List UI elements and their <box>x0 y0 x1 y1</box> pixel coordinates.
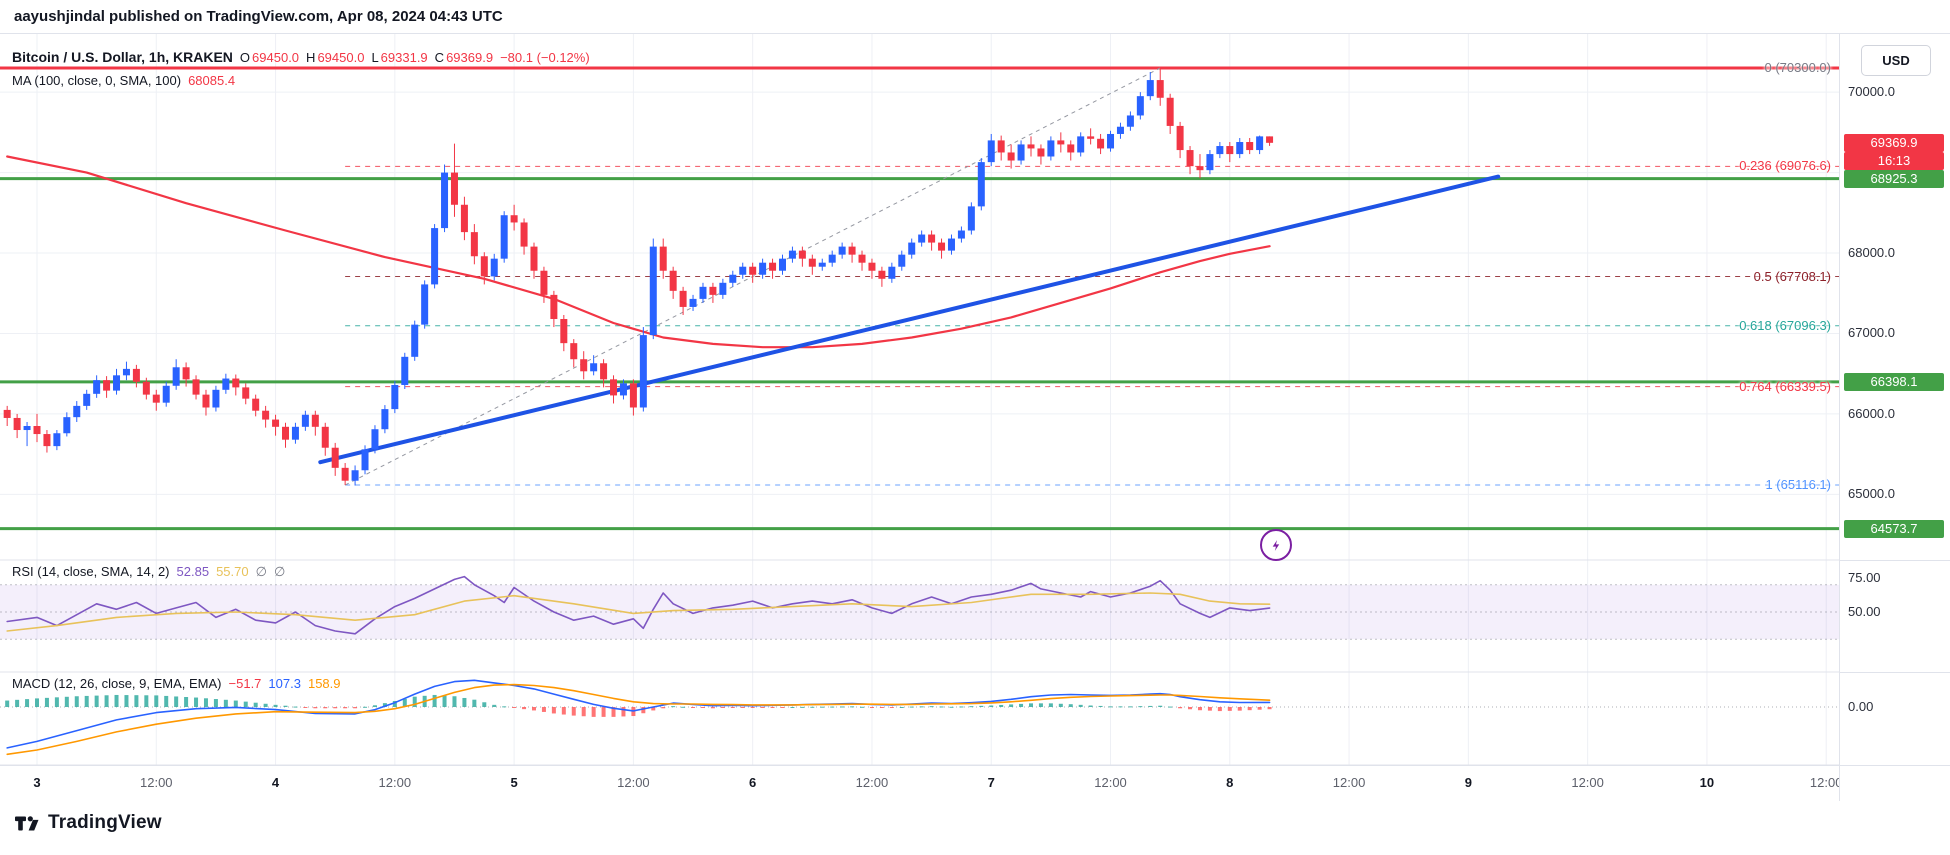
time-axis-label[interactable]: 12:00 <box>139 775 173 790</box>
rsi-scale-label: 50.00 <box>1848 604 1881 619</box>
pane-divider <box>1840 765 1950 766</box>
macd-indicator-label[interactable]: MACD (12, 26, close, 9, EMA, EMA) <box>12 676 222 691</box>
price-change: −80.1 (−0.12%) <box>500 50 590 65</box>
price-scale-label: 66000.0 <box>1848 405 1895 421</box>
price-scale-label: 65000.0 <box>1848 486 1895 502</box>
price-scale[interactable]: USD 70000.0 68000.0 67000.0 66000.0 65000.0 6… <box>1839 34 1950 801</box>
open-value: 69450.0 <box>252 50 300 65</box>
flash-icon[interactable] <box>1260 529 1292 561</box>
price-scale-label: 70000.0 <box>1848 84 1895 100</box>
time-axis-label[interactable]: 12:00 <box>617 775 650 790</box>
fib-level-label: 0.618 (67096.3) <box>1739 317 1831 333</box>
macd-scale-label: 0.00 <box>1848 699 1874 714</box>
ma-legend: MA (100, close, 0, SMA, 100) 68085.4 <box>12 73 235 88</box>
publish-text: aayushjindal published on TradingView.co… <box>14 8 503 25</box>
ma-indicator-label[interactable]: MA (100, close, 0, SMA, 100) <box>12 73 182 88</box>
lightning-bolt-icon <box>1272 539 1279 551</box>
tradingview-logo-icon <box>15 816 39 831</box>
time-axis-label[interactable]: 10 <box>1699 775 1715 790</box>
low-value: 69331.9 <box>380 50 428 65</box>
fib-level-label: 0 (70300.0) <box>1764 60 1832 75</box>
main-chart-svg[interactable] <box>0 34 1839 801</box>
time-axis-label[interactable]: 9 <box>1464 775 1472 790</box>
time-axis-label[interactable]: 12:00 <box>1094 775 1127 790</box>
time-axis-label[interactable]: 7 <box>987 775 995 790</box>
time-axis-label[interactable]: 5 <box>510 775 518 790</box>
macd-pane <box>0 679 1839 756</box>
macd-legend: MACD (12, 26, close, 9, EMA, EMA) −51.7 … <box>12 676 341 691</box>
time-axis-label[interactable]: 12:00 <box>1332 775 1366 790</box>
rsi-pane <box>0 575 1839 640</box>
tradingview-brand-text: TradingView <box>48 812 162 833</box>
time-axis[interactable]: 3 12:00 4 12:00 5 12:00 6 12:00 7 12:00 8 12:00 9 12:… <box>0 765 1842 802</box>
ohlc-low: L 69331.9 <box>371 50 427 65</box>
high-label: H <box>306 50 316 65</box>
fib-level-label: 1 (65116.1) <box>1765 477 1831 493</box>
tradingview-footer-logo[interactable]: TradingView <box>14 810 162 836</box>
ohlc-close: C 69369.9 <box>435 50 493 65</box>
rsi-value: 52.85 <box>176 564 210 579</box>
currency-toggle-button[interactable]: USD <box>1861 45 1931 76</box>
chart-legend: Bitcoin / U.S. Dollar, 1h, KRAKEN O 69450… <box>12 49 590 65</box>
close-label: C <box>434 50 445 65</box>
macd-signal-value: 158.9 <box>307 676 341 691</box>
symbol-title[interactable]: Bitcoin / U.S. Dollar, 1h, KRAKEN <box>12 49 233 65</box>
grid-layer <box>36 34 1827 765</box>
macd-line-value: 107.3 <box>268 676 301 691</box>
time-axis-label[interactable]: 3 <box>33 775 41 790</box>
rsi-empty-2: ∅ <box>273 564 286 579</box>
fib-level-label: 0.764 (66339.5) <box>1739 378 1831 394</box>
time-axis-label[interactable]: 12:00 <box>1571 775 1604 790</box>
chart-root: Bitcoin / U.S. Dollar, 1h, KRAKEN O 69450… <box>0 34 1950 855</box>
macd-hist-value: −51.7 <box>228 676 262 691</box>
price-badge: 66398.1 <box>1844 372 1944 391</box>
price-badge: 64573.7 <box>1844 519 1944 538</box>
ma-value: 68085.4 <box>188 73 236 88</box>
price-scale-label: 67000.0 <box>1848 325 1895 341</box>
time-axis-label[interactable]: 12:00 <box>378 775 412 790</box>
countdown-badge: 16:13 <box>1844 151 1944 170</box>
time-axis-label[interactable]: 4 <box>271 775 280 790</box>
ohlc-high: H 69450.0 <box>306 50 364 65</box>
price-scale-label: 68000.0 <box>1848 245 1895 261</box>
fib-level-label: 0.236 (69076.6) <box>1739 158 1831 174</box>
time-axis-label[interactable]: 8 <box>1226 775 1234 790</box>
pane-divider <box>1840 672 1950 673</box>
high-value: 69450.0 <box>317 50 365 65</box>
pane-divider <box>1840 560 1950 561</box>
candles-series <box>3 68 1274 486</box>
time-axis-label[interactable]: 12:00 <box>855 775 889 790</box>
rsi-ma-value: 55.70 <box>216 564 249 579</box>
rsi-indicator-label[interactable]: RSI (14, close, SMA, 14, 2) <box>12 564 170 579</box>
close-value: 69369.9 <box>446 50 494 65</box>
time-axis-label[interactable]: 12:00 <box>1809 775 1843 790</box>
rsi-legend: RSI (14, close, SMA, 14, 2) 52.85 55.70 … <box>12 564 285 580</box>
rsi-empty-1: ∅ <box>255 564 267 579</box>
publish-bar: aayushjindal published on TradingView.co… <box>0 0 1950 34</box>
fib-level-label: 0.5 (67708.1) <box>1753 268 1831 284</box>
time-axis-label[interactable]: 6 <box>749 775 757 790</box>
price-badge: 69369.9 <box>1844 133 1944 152</box>
price-pane <box>0 66 1839 531</box>
rsi-scale-label: 75.00 <box>1848 570 1881 585</box>
low-label: L <box>371 50 379 65</box>
ohlc-open: O 69450.0 <box>240 50 299 65</box>
price-badge: 68925.3 <box>1844 169 1944 188</box>
open-label: O <box>239 50 251 65</box>
